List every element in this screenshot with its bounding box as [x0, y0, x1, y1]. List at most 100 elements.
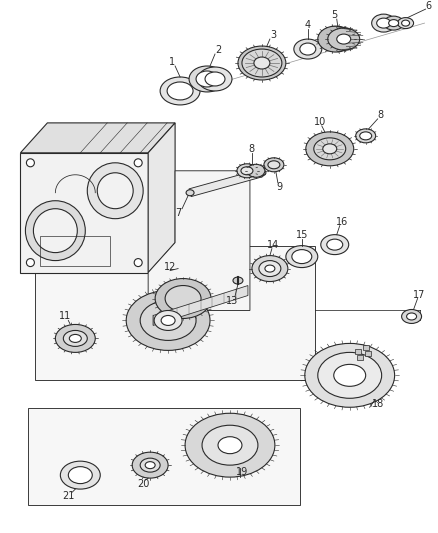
- Polygon shape: [21, 123, 175, 153]
- Text: 8: 8: [377, 110, 383, 120]
- Ellipse shape: [299, 43, 315, 55]
- Text: 15: 15: [295, 230, 307, 240]
- Ellipse shape: [63, 330, 87, 346]
- Text: 18: 18: [371, 399, 383, 409]
- Ellipse shape: [167, 82, 193, 100]
- Ellipse shape: [333, 365, 365, 386]
- Text: 20: 20: [137, 479, 149, 489]
- Ellipse shape: [161, 316, 175, 326]
- Text: 1: 1: [169, 57, 175, 67]
- Ellipse shape: [371, 14, 395, 32]
- Ellipse shape: [87, 163, 143, 219]
- Ellipse shape: [241, 49, 281, 77]
- Text: 5: 5: [331, 10, 337, 20]
- Ellipse shape: [33, 209, 77, 253]
- Ellipse shape: [186, 190, 194, 196]
- Ellipse shape: [317, 352, 381, 398]
- Ellipse shape: [132, 452, 168, 478]
- Ellipse shape: [160, 77, 200, 105]
- Polygon shape: [153, 286, 247, 326]
- Text: 12: 12: [163, 262, 176, 272]
- Text: 11: 11: [59, 311, 71, 321]
- Bar: [40, 236, 110, 265]
- Ellipse shape: [240, 167, 252, 175]
- Polygon shape: [148, 123, 175, 272]
- Text: 6: 6: [424, 1, 431, 11]
- Ellipse shape: [304, 343, 394, 407]
- Ellipse shape: [198, 67, 231, 91]
- Ellipse shape: [327, 28, 359, 50]
- Ellipse shape: [285, 246, 317, 268]
- Text: 21: 21: [62, 491, 74, 501]
- Ellipse shape: [126, 290, 209, 350]
- Text: 16: 16: [335, 217, 347, 227]
- Text: 13: 13: [225, 295, 237, 305]
- Ellipse shape: [251, 256, 287, 281]
- Ellipse shape: [359, 132, 371, 140]
- Text: 3: 3: [269, 30, 276, 40]
- Ellipse shape: [313, 138, 345, 160]
- Ellipse shape: [60, 461, 100, 489]
- Ellipse shape: [26, 259, 34, 266]
- Text: 10: 10: [313, 117, 325, 127]
- Ellipse shape: [55, 325, 95, 352]
- Ellipse shape: [233, 277, 242, 284]
- Text: 14: 14: [266, 240, 279, 249]
- Text: 9: 9: [276, 182, 282, 192]
- Ellipse shape: [140, 458, 160, 472]
- Ellipse shape: [25, 201, 85, 261]
- Ellipse shape: [320, 235, 348, 255]
- Ellipse shape: [189, 66, 225, 92]
- Ellipse shape: [68, 467, 92, 483]
- Ellipse shape: [134, 159, 142, 167]
- Ellipse shape: [145, 462, 155, 469]
- Ellipse shape: [205, 72, 225, 86]
- Ellipse shape: [155, 279, 211, 318]
- Ellipse shape: [154, 311, 182, 330]
- Ellipse shape: [291, 249, 311, 264]
- Ellipse shape: [253, 57, 269, 69]
- Ellipse shape: [258, 170, 265, 176]
- Ellipse shape: [401, 310, 420, 324]
- Ellipse shape: [263, 158, 283, 172]
- Ellipse shape: [293, 39, 321, 59]
- Text: 17: 17: [413, 289, 425, 300]
- Ellipse shape: [258, 261, 280, 277]
- Ellipse shape: [237, 164, 256, 178]
- Ellipse shape: [264, 265, 274, 272]
- Ellipse shape: [401, 20, 409, 26]
- Polygon shape: [189, 169, 262, 197]
- Polygon shape: [21, 153, 148, 272]
- Ellipse shape: [305, 132, 353, 166]
- Polygon shape: [28, 408, 299, 505]
- Ellipse shape: [69, 334, 81, 342]
- Ellipse shape: [406, 313, 416, 320]
- Polygon shape: [148, 171, 249, 311]
- Text: 4: 4: [304, 20, 310, 30]
- Ellipse shape: [317, 26, 353, 52]
- Ellipse shape: [336, 34, 350, 44]
- Bar: [362, 345, 368, 350]
- Ellipse shape: [326, 239, 342, 250]
- Ellipse shape: [388, 20, 398, 27]
- Text: 7: 7: [175, 208, 181, 217]
- Text: 2: 2: [214, 45, 221, 55]
- Ellipse shape: [97, 173, 133, 209]
- Ellipse shape: [355, 129, 375, 143]
- Ellipse shape: [196, 71, 218, 87]
- Ellipse shape: [322, 144, 336, 154]
- Text: 8: 8: [248, 144, 254, 154]
- Polygon shape: [35, 246, 314, 381]
- Ellipse shape: [397, 18, 413, 29]
- Text: 19: 19: [235, 467, 247, 477]
- Ellipse shape: [140, 301, 196, 341]
- Ellipse shape: [376, 18, 390, 28]
- Ellipse shape: [26, 159, 34, 167]
- Ellipse shape: [185, 413, 274, 477]
- Ellipse shape: [237, 46, 285, 80]
- Ellipse shape: [201, 425, 258, 465]
- Ellipse shape: [134, 259, 142, 266]
- Bar: [364, 351, 370, 357]
- Bar: [356, 356, 362, 360]
- Bar: [354, 350, 360, 354]
